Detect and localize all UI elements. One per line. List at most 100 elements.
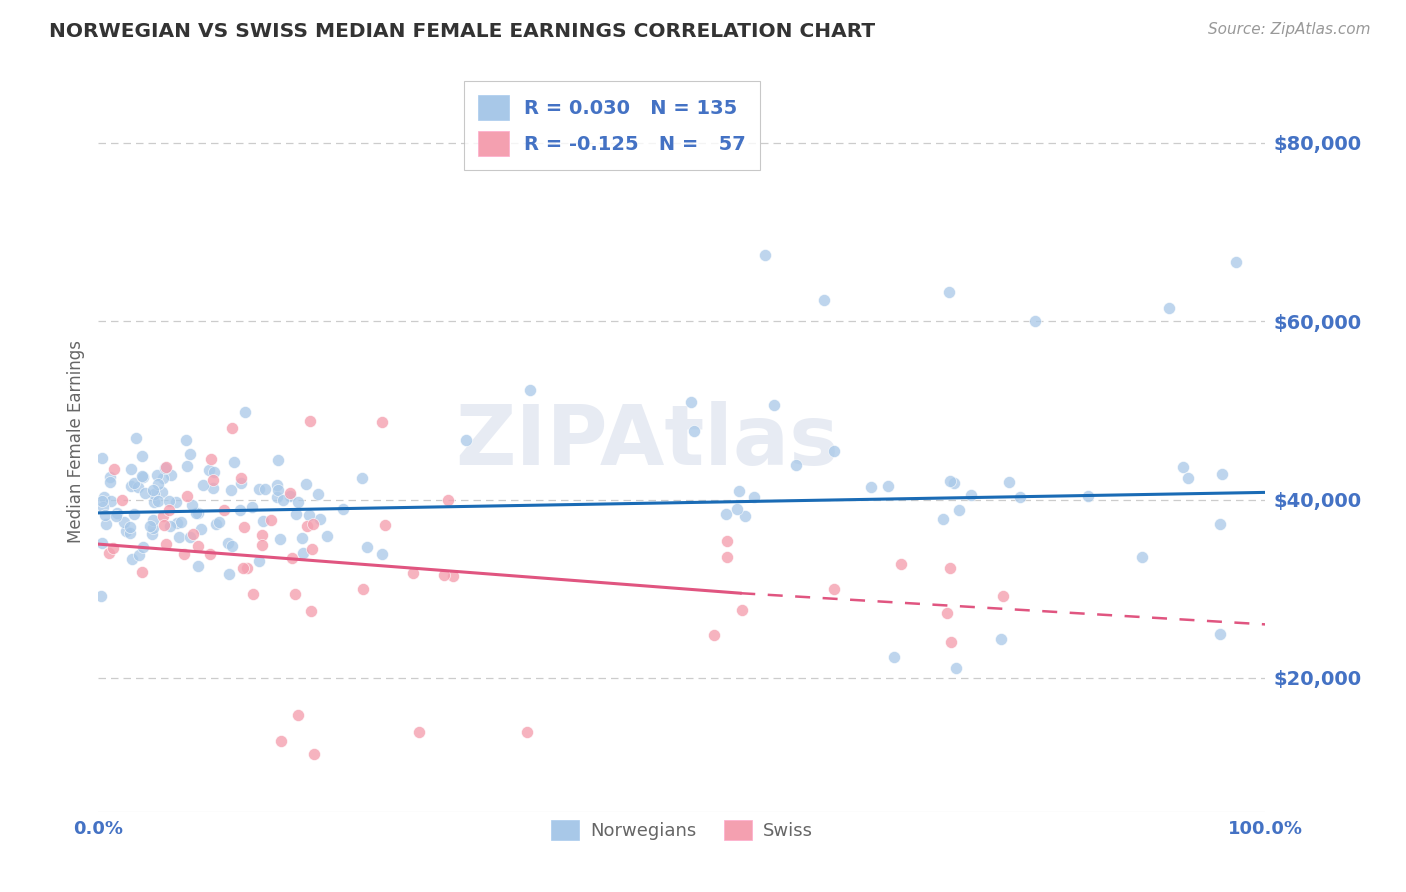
- Point: [1130, 549, 1153, 564]
- Point: [267, 452, 290, 467]
- Point: [93, 490, 115, 504]
- Point: [295, 476, 318, 491]
- Point: [166, 495, 188, 509]
- Point: [176, 434, 198, 448]
- Point: [727, 484, 749, 499]
- Point: [1171, 460, 1194, 475]
- Point: [118, 525, 141, 540]
- Point: [232, 519, 254, 533]
- Point: [352, 582, 374, 596]
- Point: [94, 516, 117, 531]
- Point: [132, 540, 155, 554]
- Point: [254, 483, 277, 497]
- Point: [301, 541, 323, 556]
- Point: [754, 248, 776, 262]
- Point: [716, 549, 738, 564]
- Point: [127, 480, 149, 494]
- Point: [287, 707, 309, 722]
- Point: [236, 561, 259, 575]
- Point: [169, 531, 191, 545]
- Point: [1211, 467, 1233, 481]
- Point: [813, 293, 835, 308]
- Point: [179, 447, 201, 461]
- Text: NORWEGIAN VS SWISS MEDIAN FEMALE EARNINGS CORRELATION CHART: NORWEGIAN VS SWISS MEDIAN FEMALE EARNING…: [49, 22, 876, 41]
- Point: [287, 495, 309, 509]
- Point: [436, 492, 458, 507]
- Point: [152, 518, 174, 533]
- Point: [155, 459, 177, 474]
- Point: [734, 508, 756, 523]
- Point: [939, 560, 962, 574]
- Point: [150, 485, 173, 500]
- Point: [132, 469, 155, 483]
- Point: [142, 483, 165, 497]
- Point: [716, 507, 738, 521]
- Point: [114, 524, 136, 538]
- Point: [142, 513, 165, 527]
- Point: [1024, 314, 1046, 328]
- Point: [170, 515, 193, 529]
- Point: [155, 537, 177, 551]
- Point: [159, 519, 181, 533]
- Point: [207, 515, 229, 529]
- Point: [371, 547, 394, 561]
- Point: [180, 498, 202, 512]
- Point: [181, 526, 204, 541]
- Point: [948, 502, 970, 516]
- Point: [519, 384, 541, 398]
- Point: [1177, 470, 1199, 484]
- Point: [304, 747, 326, 761]
- Point: [1209, 516, 1232, 531]
- Point: [703, 628, 725, 642]
- Point: [197, 462, 219, 476]
- Point: [187, 507, 209, 521]
- Point: [252, 514, 274, 528]
- Point: [111, 493, 134, 508]
- Point: [284, 507, 307, 521]
- Point: [298, 508, 321, 523]
- Point: [247, 554, 270, 568]
- Point: [204, 517, 226, 532]
- Point: [402, 566, 425, 581]
- Point: [731, 603, 754, 617]
- Point: [152, 471, 174, 485]
- Point: [959, 488, 981, 502]
- Point: [332, 502, 354, 516]
- Point: [176, 459, 198, 474]
- Point: [762, 398, 785, 412]
- Point: [142, 520, 165, 534]
- Point: [990, 632, 1012, 647]
- Point: [221, 483, 243, 497]
- Point: [224, 455, 246, 469]
- Point: [122, 475, 145, 490]
- Point: [128, 548, 150, 562]
- Point: [1209, 626, 1232, 640]
- Point: [516, 725, 538, 739]
- Point: [231, 470, 253, 484]
- Point: [122, 507, 145, 521]
- Point: [112, 515, 135, 529]
- Text: ZIPAtlas: ZIPAtlas: [456, 401, 839, 482]
- Point: [266, 483, 288, 498]
- Point: [356, 540, 378, 554]
- Point: [942, 475, 965, 490]
- Text: Source: ZipAtlas.com: Source: ZipAtlas.com: [1208, 22, 1371, 37]
- Point: [299, 414, 322, 428]
- Point: [91, 500, 114, 514]
- Point: [232, 560, 254, 574]
- Point: [945, 661, 967, 675]
- Point: [266, 478, 288, 492]
- Legend: Norwegians, Swiss: Norwegians, Swiss: [543, 813, 821, 847]
- Point: [141, 527, 163, 541]
- Point: [120, 462, 142, 476]
- Point: [991, 589, 1014, 603]
- Point: [202, 473, 225, 487]
- Point: [157, 503, 180, 517]
- Point: [997, 475, 1019, 490]
- Point: [98, 469, 121, 483]
- Point: [938, 285, 960, 300]
- Point: [200, 547, 222, 561]
- Point: [408, 725, 430, 739]
- Point: [153, 460, 176, 475]
- Point: [270, 733, 292, 747]
